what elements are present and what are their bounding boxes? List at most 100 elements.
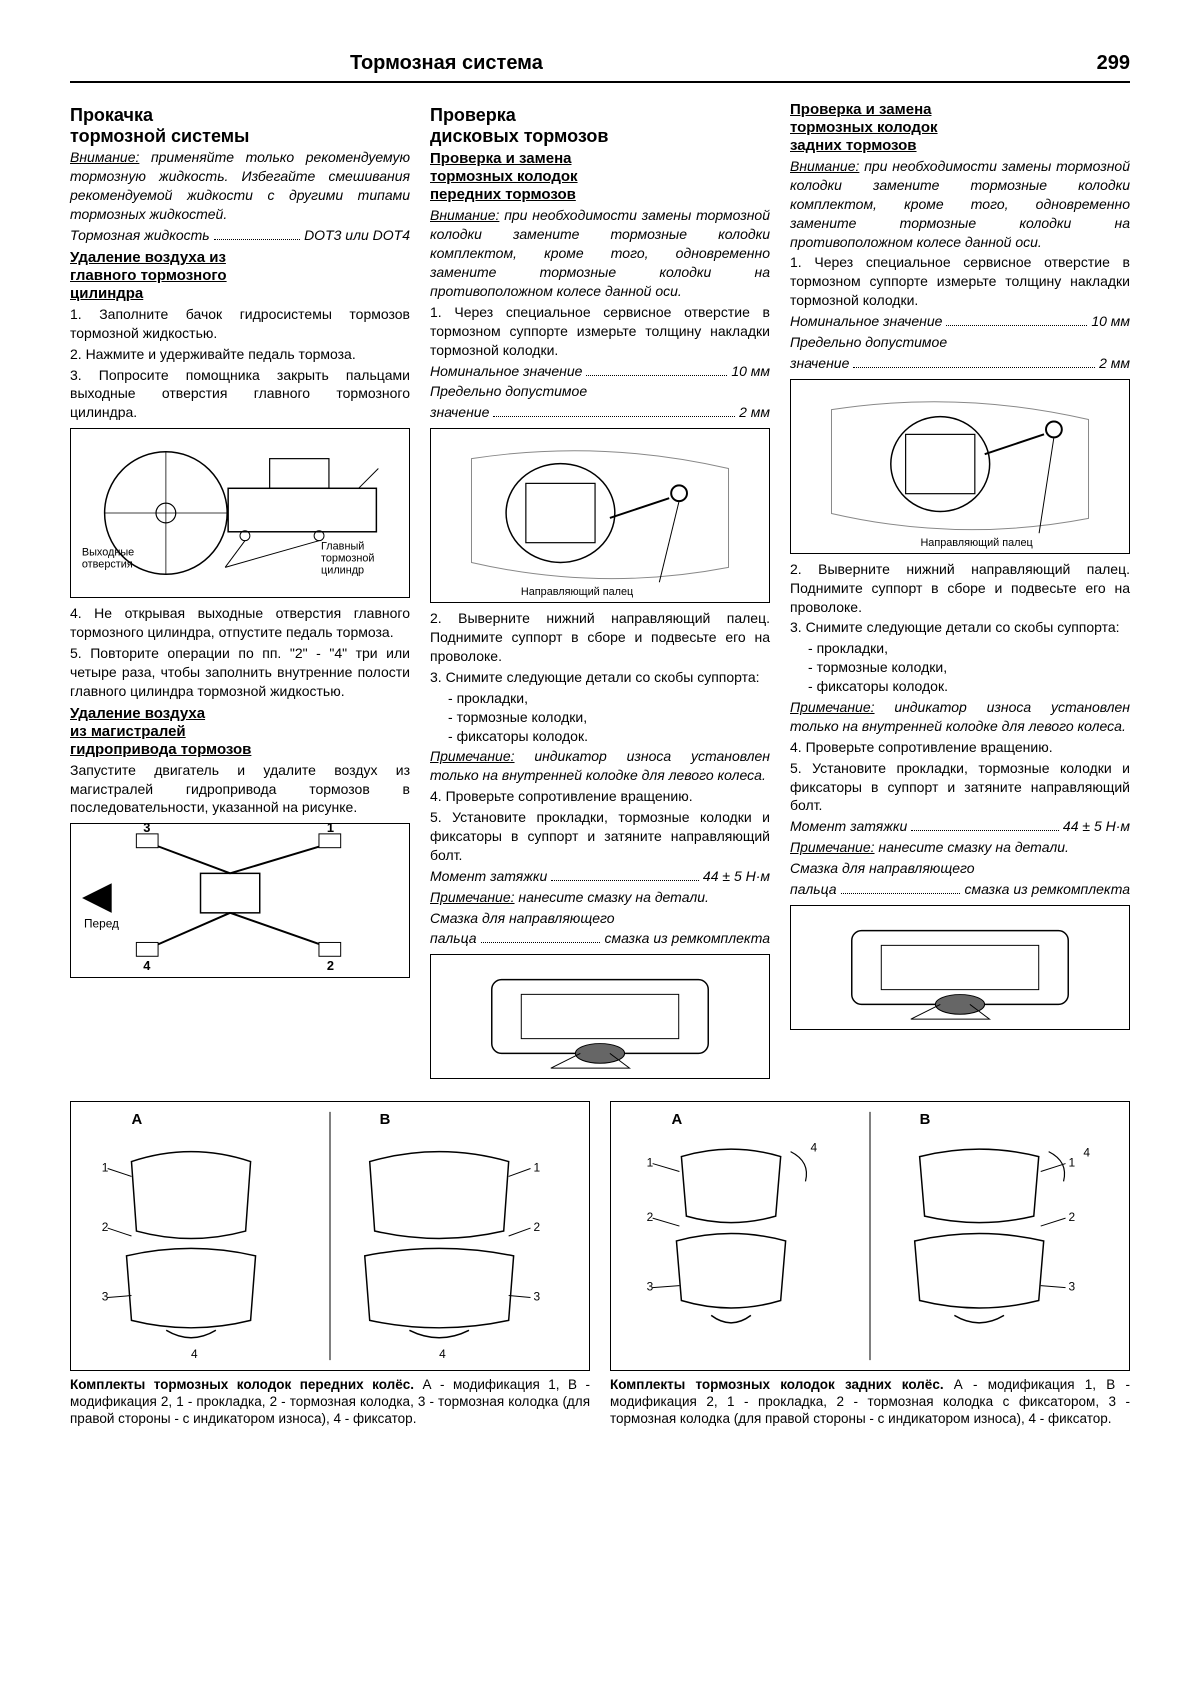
caption-rear: Комплекты тормозных колодок задних колёс… — [610, 1377, 1130, 1428]
svg-text:4: 4 — [439, 1347, 446, 1361]
bottom-right: A B 1 2 3 4 1 2 3 — [610, 1095, 1130, 1430]
svg-text:B: B — [920, 1112, 931, 1128]
spec-label: Тормозная жидкость — [70, 226, 210, 245]
figure-pads-rear: A B 1 2 3 4 1 2 3 — [610, 1101, 1130, 1371]
svg-text:1: 1 — [102, 1161, 109, 1175]
spec-dots — [911, 830, 1059, 831]
t: гидропривода тормозов — [70, 741, 251, 758]
step: 2. Выверните нижний направляющий палец. … — [430, 609, 770, 666]
spec-grease: Смазка для направляющего пальца смазка и… — [430, 909, 770, 949]
caption-front: Комплекты тормозных колодок передних кол… — [70, 1377, 590, 1428]
spec-nominal: Номинальное значение 10 мм — [430, 362, 770, 381]
warn-label: Внимание: — [790, 158, 859, 174]
step: 3. Снимите следующие детали со скобы суп… — [430, 668, 770, 687]
note-label: Примечание: — [790, 699, 875, 715]
t: задних тормозов — [790, 137, 917, 154]
warn-label: Внимание: — [430, 207, 499, 223]
t: дисковых тормозов — [430, 126, 608, 146]
note-label: Примечание: — [430, 748, 515, 764]
col1-warning: Внимание: применяйте только рекомендуему… — [70, 148, 410, 224]
svg-text:цилиндр: цилиндр — [321, 564, 364, 576]
t: передних тормозов — [430, 186, 576, 203]
spec-dots — [493, 416, 735, 417]
warn-label: Внимание: — [70, 149, 139, 165]
spec-val: смазка из ремкомплекта — [604, 929, 770, 948]
svg-text:Выходные: Выходные — [82, 547, 134, 559]
svg-text:тормозной: тормозной — [321, 553, 374, 565]
spec-label: Предельно допустимое — [790, 333, 1130, 352]
spec-val: 10 мм — [731, 362, 770, 381]
front-label: Перед — [84, 917, 119, 931]
page-number: 299 — [1097, 50, 1130, 77]
svg-text:1: 1 — [533, 1161, 540, 1175]
cap-bold: Комплекты тормозных колодок задних колёс… — [610, 1377, 944, 1392]
step: 1. Заполните бачок гидросистемы тормозов… — [70, 305, 410, 343]
svg-text:4: 4 — [191, 1347, 198, 1361]
svg-text:отверстия: отверстия — [82, 559, 133, 571]
page-title: Тормозная система — [350, 50, 543, 77]
col1-h2a: Прокачка — [70, 105, 153, 125]
step: Запустите двигатель и удалите воздух из … — [70, 761, 410, 818]
note-text: нанесите смазку на детали. — [515, 889, 709, 905]
spec-val: 2 мм — [739, 403, 770, 422]
list-item: тормозные колодки, — [808, 658, 1130, 677]
note-label: Примечание: — [790, 839, 875, 855]
spec-label: значение — [430, 403, 489, 422]
spec-label: Момент затяжки — [790, 817, 907, 836]
spec-val: 10 мм — [1091, 312, 1130, 331]
spec-fluid: Тормозная жидкость DOT3 или DOT4 — [70, 226, 410, 245]
spec-val: 44 ± 5 Н·м — [1063, 817, 1130, 836]
pads-rear-svg: A B 1 2 3 4 1 2 3 — [611, 1102, 1129, 1370]
step: 4. Не открывая выходные отверстия главно… — [70, 604, 410, 642]
step: 4. Проверьте сопротивление вращению. — [790, 738, 1130, 757]
step: 5. Установите прокладки, тормозные колод… — [790, 759, 1130, 816]
spec-val: DOT3 или DOT4 — [304, 226, 410, 245]
svg-text:3: 3 — [1069, 1280, 1076, 1294]
pin-label: Направляющий палец — [920, 537, 1032, 549]
spec-label: Предельно допустимое — [430, 382, 770, 401]
list-item: фиксаторы колодок. — [448, 727, 770, 746]
note2: Примечание: нанесите смазку на детали. — [790, 838, 1130, 857]
spec-dots — [853, 367, 1095, 368]
note-label: Примечание: — [430, 889, 515, 905]
spec-label: Номинальное значение — [790, 312, 942, 331]
svg-text:2: 2 — [327, 958, 334, 973]
spec-dots — [551, 880, 699, 881]
svg-text:2: 2 — [1069, 1210, 1076, 1224]
svg-text:2: 2 — [102, 1220, 109, 1234]
svg-text:3: 3 — [102, 1290, 109, 1304]
svg-text:Главный: Главный — [321, 541, 364, 553]
svg-text:2: 2 — [647, 1210, 654, 1224]
cap-bold: Комплекты тормозных колодок передних кол… — [70, 1377, 414, 1392]
parts-list: прокладки, тормозные колодки, фиксаторы … — [430, 689, 770, 746]
step: 4. Проверьте сопротивление вращению. — [430, 787, 770, 806]
figure-bleed-sequence: Перед 4 2 3 1 — [70, 823, 410, 978]
svg-text:A: A — [131, 1112, 142, 1128]
svg-text:4: 4 — [143, 958, 151, 973]
t: Проверка и замена — [430, 150, 571, 167]
col2-warning: Внимание: при необходимости замены тормо… — [430, 206, 770, 300]
step: 2. Выверните нижний направляющий палец. … — [790, 560, 1130, 617]
spec-val: 2 мм — [1099, 354, 1130, 373]
svg-text:3: 3 — [647, 1280, 654, 1294]
column-1: Прокачка тормозной системы Внимание: при… — [70, 101, 410, 1085]
bleed-sequence-svg: Перед 4 2 3 1 — [71, 824, 409, 977]
svg-text:B: B — [380, 1112, 391, 1128]
caliper-rear-svg: Направляющий палец — [791, 380, 1129, 553]
col3-warning: Внимание: при необходимости замены тормо… — [790, 157, 1130, 251]
spec-label: значение — [790, 354, 849, 373]
svg-text:3: 3 — [143, 824, 150, 835]
main-columns: Прокачка тормозной системы Внимание: при… — [70, 101, 1130, 1085]
svg-text:A: A — [671, 1112, 682, 1128]
spec-min: Предельно допустимое значение 2 мм — [430, 382, 770, 422]
list-item: тормозные колодки, — [448, 708, 770, 727]
svg-text:1: 1 — [647, 1156, 654, 1170]
master-cylinder-svg: Выходные отверстия Главный тормозной цил… — [71, 429, 409, 597]
svg-text:3: 3 — [533, 1290, 540, 1304]
grease-svg — [431, 955, 769, 1078]
spec-label: Смазка для направляющего — [790, 859, 1130, 878]
svg-text:4: 4 — [810, 1141, 817, 1155]
t: главного тормозного — [70, 267, 227, 284]
figure-grease-rear — [790, 905, 1130, 1030]
spec-min: Предельно допустимое значение 2 мм — [790, 333, 1130, 373]
